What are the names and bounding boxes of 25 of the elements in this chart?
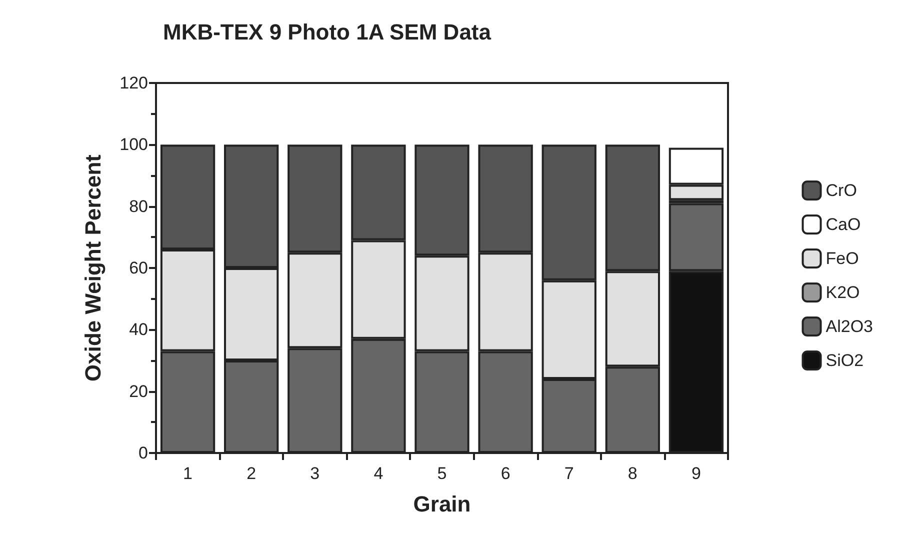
x-axis-title: Grain [413,492,471,516]
y-tick-label: 20 [129,382,148,401]
chart-title: MKB-TEX 9 Photo 1A SEM Data [163,20,492,44]
x-tick-label: 6 [500,464,510,483]
y-tick-label: 60 [129,258,148,278]
x-tick-label: 8 [628,464,638,483]
legend-label: CrO [826,181,857,200]
y-tick-label: 40 [129,320,148,340]
x-tick-label: 9 [691,464,701,483]
y-tick-label: 0 [138,444,148,462]
legend-label: K2O [826,283,860,302]
legend-label: FeO [826,249,859,268]
legend-label: Al2O3 [826,317,873,336]
x-tick-label: 7 [564,464,574,483]
x-tick-label: 2 [246,464,256,483]
y-tick-label: 80 [129,196,148,216]
x-tick-label: 1 [183,464,193,483]
x-tick-label: 3 [310,464,320,483]
x-tick-label: 5 [437,464,447,483]
legend-label: CaO [826,215,861,234]
legend-label: SiO2 [826,351,864,370]
y-tick-label: 100 [120,135,148,154]
y-tick-label: 120 [120,74,148,92]
y-axis-title: Oxide Weight Percent [80,154,106,382]
x-tick-label: 4 [374,464,384,483]
